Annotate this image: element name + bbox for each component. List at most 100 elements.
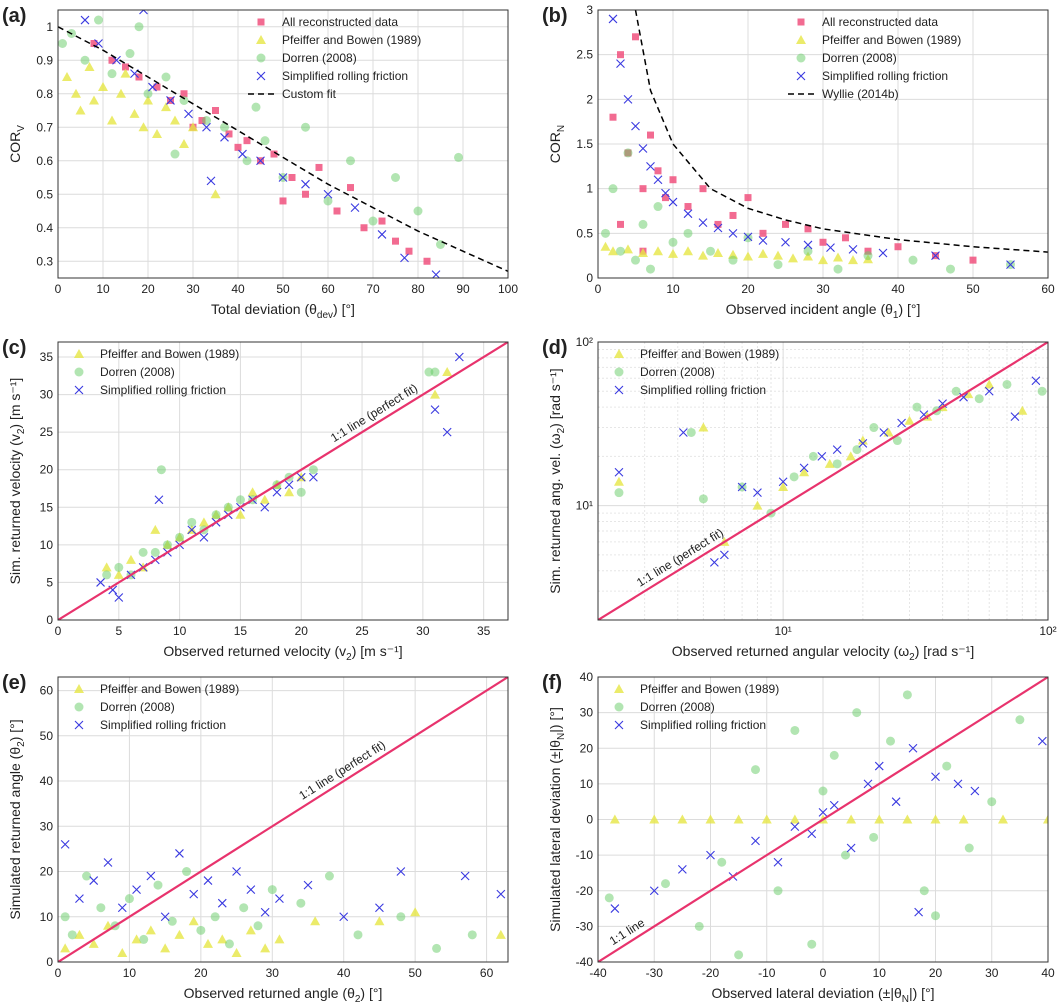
point xyxy=(1006,260,1015,269)
point xyxy=(62,72,72,81)
point xyxy=(275,894,284,904)
point xyxy=(274,934,285,944)
legend-label: Dorren (2008) xyxy=(100,365,175,379)
point xyxy=(430,389,441,399)
y-tick-label: 35 xyxy=(40,350,54,364)
point xyxy=(150,547,160,557)
point xyxy=(1015,715,1025,725)
point xyxy=(833,252,843,262)
point xyxy=(773,250,783,260)
axis-label: Sim. returned velocity (v2) [m s⁻¹] xyxy=(7,378,27,585)
point xyxy=(609,113,617,121)
y-tick-label: 30 xyxy=(40,819,54,833)
x-tick-label: 35 xyxy=(477,624,491,638)
point xyxy=(413,206,423,216)
point xyxy=(346,156,355,166)
point xyxy=(122,63,129,71)
x-tick-label: 30 xyxy=(816,282,830,296)
point xyxy=(167,916,177,926)
x-tick-label: -20 xyxy=(702,966,720,980)
y-tick-label: -40 xyxy=(576,955,594,969)
x-tick-label: 0 xyxy=(820,966,827,980)
point xyxy=(160,943,171,953)
point xyxy=(442,367,453,377)
reference-line xyxy=(598,342,1048,620)
point xyxy=(613,476,624,486)
x-tick-label: -30 xyxy=(646,966,664,980)
point xyxy=(683,228,693,238)
point xyxy=(323,196,333,206)
point xyxy=(199,532,209,542)
x-tick-label: 50 xyxy=(408,966,422,980)
point xyxy=(284,480,294,490)
point xyxy=(203,876,213,885)
x-tick-label: -40 xyxy=(589,966,607,980)
point xyxy=(231,947,242,957)
point xyxy=(632,33,639,41)
fit-line xyxy=(634,10,1048,253)
y-tick-label: 60 xyxy=(40,684,54,698)
point xyxy=(182,867,192,877)
x-tick-label: 20 xyxy=(929,966,943,980)
point xyxy=(852,708,862,718)
point xyxy=(931,251,940,261)
point xyxy=(683,246,693,256)
point xyxy=(714,220,722,228)
point xyxy=(773,886,783,896)
point xyxy=(454,152,463,162)
point xyxy=(668,237,678,247)
point xyxy=(974,394,984,404)
legend-label: Simplified rolling friction xyxy=(822,69,948,83)
y-tick-label: 40 xyxy=(40,774,54,788)
point xyxy=(391,173,400,182)
point xyxy=(858,439,868,448)
point xyxy=(82,871,92,881)
legend-label: Pfeiffer and Bowen (1989) xyxy=(100,682,239,696)
point xyxy=(278,173,288,182)
point xyxy=(75,105,86,115)
legend-label: All reconstructed data xyxy=(282,15,398,29)
point xyxy=(94,15,103,25)
point xyxy=(829,800,839,810)
point xyxy=(430,405,440,415)
point xyxy=(310,916,321,926)
point xyxy=(179,139,189,148)
point xyxy=(743,233,753,243)
point xyxy=(162,540,172,550)
point xyxy=(374,916,385,926)
point xyxy=(863,251,873,261)
x-tick-label: 5 xyxy=(115,624,122,638)
panel-label: (d) xyxy=(542,337,568,359)
point xyxy=(661,188,670,198)
point xyxy=(88,938,99,948)
legend-symbol xyxy=(74,702,84,712)
legend-symbol xyxy=(797,18,805,26)
point xyxy=(761,814,772,824)
point xyxy=(758,248,768,258)
y-tick-label: 10 xyxy=(40,538,54,552)
point xyxy=(296,472,306,482)
axis-label: Observed returned angular velocity (ω2) … xyxy=(672,643,974,663)
point xyxy=(668,197,678,207)
y-tick-label: 1 xyxy=(586,182,593,196)
point xyxy=(430,367,440,377)
point xyxy=(931,911,940,921)
x-tick-label: -10 xyxy=(758,966,776,980)
legend-label: Wyllie (2014b) xyxy=(822,87,899,101)
point xyxy=(781,237,790,247)
point xyxy=(161,72,171,82)
point xyxy=(496,889,506,899)
point xyxy=(751,765,760,775)
point xyxy=(405,247,413,255)
point xyxy=(984,379,995,389)
point xyxy=(832,445,842,454)
point xyxy=(309,472,318,482)
point xyxy=(818,807,828,817)
point xyxy=(753,488,762,498)
y-tick-label: -10 xyxy=(576,848,594,862)
x-tick-label: 10 xyxy=(873,966,887,980)
point xyxy=(647,131,654,139)
y-tick-label: 0.7 xyxy=(36,120,53,134)
point xyxy=(143,89,153,99)
point xyxy=(729,211,737,219)
